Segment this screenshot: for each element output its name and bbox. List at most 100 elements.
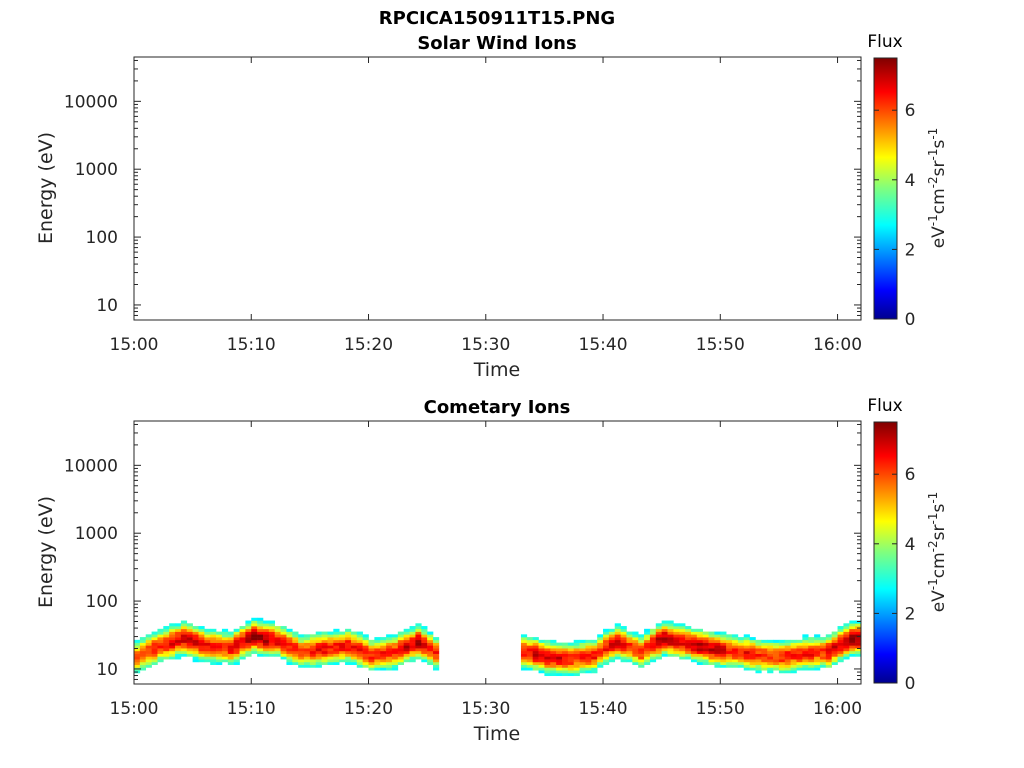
flux-cell xyxy=(597,637,604,641)
flux-cell xyxy=(831,634,838,638)
flux-cell xyxy=(849,637,856,641)
flux-cell xyxy=(210,659,217,663)
flux-cell xyxy=(737,661,745,665)
flux-cell xyxy=(286,656,293,660)
flux-cell xyxy=(685,628,692,632)
flux-cell xyxy=(573,659,580,663)
figure-title: RPCICA150911T15.PNG xyxy=(379,8,615,29)
bottom-colorbar-unit: eV-1cm-2sr-1s-1 xyxy=(926,492,949,613)
flux-cell xyxy=(391,637,399,641)
flux-cell xyxy=(849,623,856,627)
flux-cell xyxy=(855,645,861,649)
flux-cell xyxy=(620,634,627,638)
flux-cell xyxy=(327,639,334,643)
flux-cell xyxy=(550,667,557,671)
flux-cell xyxy=(649,645,657,649)
flux-cell xyxy=(638,645,645,649)
flux-cell xyxy=(749,656,756,660)
flux-cell xyxy=(386,650,393,654)
flux-cell xyxy=(403,634,410,638)
flux-cell xyxy=(233,645,240,649)
flux-cell xyxy=(262,650,270,654)
flux-cell xyxy=(778,650,786,654)
flux-cell xyxy=(186,631,193,635)
flux-cell xyxy=(802,656,809,660)
flux-cell xyxy=(685,634,692,638)
flux-cell xyxy=(620,642,627,646)
flux-cell xyxy=(638,656,645,660)
flux-cell xyxy=(825,650,832,654)
flux-cell xyxy=(802,661,809,665)
top-colorbar-label: Flux xyxy=(867,32,902,52)
flux-cell xyxy=(204,645,211,649)
flux-cell xyxy=(280,634,287,638)
colorbar-tick-label: 4 xyxy=(905,171,916,191)
flux-cell xyxy=(433,664,440,668)
flux-cell xyxy=(397,631,404,635)
flux-cell xyxy=(210,653,217,657)
flux-cell xyxy=(761,639,768,643)
flux-cell xyxy=(720,648,727,652)
flux-cell xyxy=(708,653,715,657)
flux-cell xyxy=(550,659,557,663)
flux-cell xyxy=(855,639,861,643)
flux-cell xyxy=(743,634,750,638)
flux-cell xyxy=(204,639,211,643)
flux-cell xyxy=(151,653,158,657)
flux-cell xyxy=(204,656,211,660)
flux-cell xyxy=(790,670,797,674)
flux-cell xyxy=(743,653,750,657)
flux-cell xyxy=(550,648,557,652)
flux-cell xyxy=(755,667,762,671)
flux-cell xyxy=(714,664,721,668)
bottom-xlabel: Time xyxy=(473,723,521,745)
flux-cell xyxy=(520,650,528,654)
flux-cell xyxy=(204,628,211,632)
flux-cell xyxy=(773,664,780,668)
flux-cell xyxy=(732,650,739,654)
flux-cell xyxy=(608,637,616,641)
flux-cell xyxy=(790,656,797,660)
flux-cell xyxy=(362,645,369,649)
flux-cell xyxy=(567,672,575,677)
flux-cell xyxy=(175,639,182,643)
flux-cell xyxy=(661,648,668,652)
flux-cell xyxy=(755,653,762,657)
flux-cell xyxy=(550,650,557,654)
flux-cell xyxy=(614,645,621,649)
flux-cell xyxy=(327,645,334,649)
flux-cell xyxy=(221,642,229,646)
flux-cell xyxy=(556,656,563,660)
flux-cell xyxy=(667,631,674,635)
flux-cell xyxy=(573,664,580,668)
flux-cell xyxy=(655,653,662,657)
flux-cell xyxy=(532,659,539,663)
flux-cell xyxy=(157,653,164,657)
flux-cell xyxy=(333,661,340,665)
flux-cell xyxy=(257,628,264,632)
flux-cell xyxy=(257,653,264,657)
flux-cell xyxy=(180,650,188,654)
flux-cell xyxy=(245,637,252,641)
flux-cell xyxy=(802,639,809,643)
flux-cell xyxy=(433,661,440,665)
flux-cell xyxy=(134,642,141,646)
flux-cell xyxy=(345,639,352,643)
flux-cell xyxy=(579,667,586,671)
flux-cell xyxy=(585,642,592,646)
flux-cell xyxy=(304,645,311,649)
flux-cell xyxy=(626,639,633,643)
flux-cell xyxy=(550,672,557,677)
flux-cell xyxy=(391,642,399,646)
flux-cell xyxy=(245,620,252,624)
top-plot-frame xyxy=(133,56,862,321)
flux-cell xyxy=(380,664,387,668)
flux-cell xyxy=(749,661,756,665)
flux-cell xyxy=(603,639,610,643)
flux-cell xyxy=(368,656,375,660)
flux-cell xyxy=(345,631,352,635)
flux-cell xyxy=(251,617,258,621)
flux-cell xyxy=(386,667,393,671)
flux-cell xyxy=(309,645,317,649)
flux-cell xyxy=(192,634,199,638)
